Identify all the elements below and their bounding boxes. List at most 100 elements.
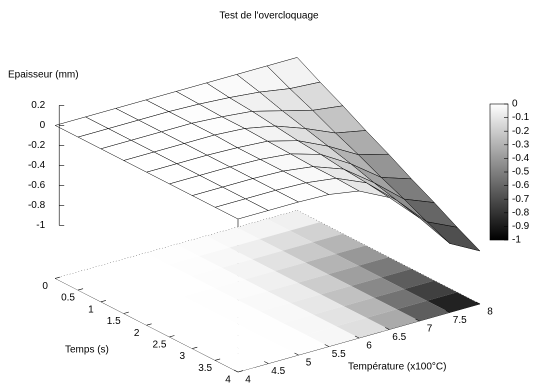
base-map-cell xyxy=(100,293,154,314)
base-map-cell xyxy=(328,265,382,286)
base-map-cell xyxy=(335,245,389,266)
y-tick-label: 0.5 xyxy=(61,293,75,304)
base-map-cell xyxy=(176,235,230,257)
base-map-cell xyxy=(312,233,366,254)
base-map-cell xyxy=(55,269,109,291)
base-map-cell xyxy=(244,271,298,292)
base-map-cell xyxy=(313,306,367,327)
x-tick xyxy=(354,335,360,339)
colorbar-tick-label: -0.8 xyxy=(512,207,530,218)
base-map-cell xyxy=(336,317,390,338)
base-map-cell xyxy=(146,316,200,337)
y-tick-label: 4 xyxy=(225,375,231,386)
y-tick-label: 2.5 xyxy=(152,340,166,351)
x-tick-label: 6.5 xyxy=(392,332,406,343)
x-axis-label: Température (x100°C) xyxy=(348,362,446,373)
base-map-cell xyxy=(237,291,291,312)
base-map-cell xyxy=(373,289,427,310)
colorbar-tick-label: -0.6 xyxy=(512,180,530,191)
x-tick-label: 4 xyxy=(245,375,251,386)
base-map-cell xyxy=(184,288,238,309)
base-map-cell xyxy=(350,277,405,298)
base-map-cell xyxy=(275,262,329,283)
base-map-cell xyxy=(283,314,337,335)
y-tick-label: 1 xyxy=(88,304,94,315)
base-map-cell xyxy=(252,250,306,271)
base-map-cell xyxy=(320,285,374,307)
y-tick xyxy=(169,335,175,338)
base-map-cell xyxy=(115,252,169,274)
z-tick-label: -1 xyxy=(36,220,45,231)
base-map-cell xyxy=(168,256,222,277)
z-tick-label: 0 xyxy=(40,120,46,131)
base-map-cell xyxy=(305,326,359,347)
x-tick xyxy=(294,352,299,356)
y-tick-label: 1.5 xyxy=(107,316,121,327)
base-map-cell xyxy=(214,279,268,300)
base-map-cell xyxy=(267,282,321,303)
base-map-cell xyxy=(169,328,223,349)
y-tick xyxy=(215,358,221,361)
base-map-cell xyxy=(297,274,351,295)
base-map-cell xyxy=(78,281,132,302)
base-map-cell xyxy=(282,242,336,263)
base-map-cell xyxy=(289,222,343,243)
base-map-cell xyxy=(259,230,313,251)
colorbar-tick-label: -0.3 xyxy=(512,139,530,150)
y-tick xyxy=(192,346,198,349)
base-map-cell xyxy=(176,308,230,329)
colorbar-tick-label: -0.1 xyxy=(512,112,530,123)
x-tick-label: 5.5 xyxy=(332,349,346,360)
colorbar-tick-label: -0.4 xyxy=(512,153,530,164)
y-tick xyxy=(100,300,106,303)
x-tick xyxy=(475,301,481,305)
x-tick-label: 6 xyxy=(366,341,372,352)
base-map-cell xyxy=(404,280,458,301)
base-map-cell xyxy=(199,247,253,268)
x-tick xyxy=(445,310,450,313)
colorbar-tick-label: -0.9 xyxy=(512,221,530,232)
z-tick-label: -0.6 xyxy=(28,180,46,191)
y-axis-label: Temps (s) xyxy=(65,345,109,356)
x-tick-label: 7 xyxy=(427,324,433,335)
base-map-cell xyxy=(192,340,246,361)
base-map-cell xyxy=(123,305,177,326)
z-axis-label: Epaisseur (mm) xyxy=(8,70,79,81)
y-tick xyxy=(77,288,84,291)
colorbar-tick-label: 0 xyxy=(512,99,518,110)
x-tick xyxy=(415,318,420,322)
base-map-cell xyxy=(426,292,480,313)
base-map-cell xyxy=(222,331,276,352)
base-map-cell xyxy=(381,268,435,290)
y-tick-label: 0 xyxy=(42,281,48,292)
chart-title: Test de l'overcloquage xyxy=(219,11,319,22)
base-map-cell xyxy=(145,244,200,265)
y-tick-label: 2 xyxy=(134,328,140,339)
base-map-cell xyxy=(245,343,299,364)
z-tick-label: -0.4 xyxy=(28,160,46,171)
base-map-cell xyxy=(358,257,412,278)
x-tick xyxy=(385,327,390,330)
base-map-cell xyxy=(229,311,284,332)
z-tick-label: 0.2 xyxy=(31,100,45,111)
y-tick xyxy=(123,311,129,314)
base-map-cell xyxy=(221,259,275,280)
colorbar-tick-label: -0.5 xyxy=(512,167,530,178)
base-map-cell xyxy=(266,210,321,231)
surface-cell xyxy=(214,198,269,220)
x-tick-label: 8 xyxy=(487,307,493,318)
base-map-cell xyxy=(108,273,162,294)
colorbar-tick-label: -0.7 xyxy=(512,194,530,205)
x-tick xyxy=(233,369,239,373)
colorbar-tick-label: -1 xyxy=(512,235,521,246)
base-map-cell xyxy=(343,297,397,318)
colorbar-tick-label: -0.2 xyxy=(512,126,530,137)
base-map-cell xyxy=(161,276,215,297)
y-tick xyxy=(237,370,244,373)
base-map-cell xyxy=(252,323,306,344)
base-map-cell xyxy=(290,294,344,315)
base-map-cell xyxy=(275,334,329,355)
y-tick-label: 3 xyxy=(180,351,186,362)
base-map-cell xyxy=(215,351,269,372)
